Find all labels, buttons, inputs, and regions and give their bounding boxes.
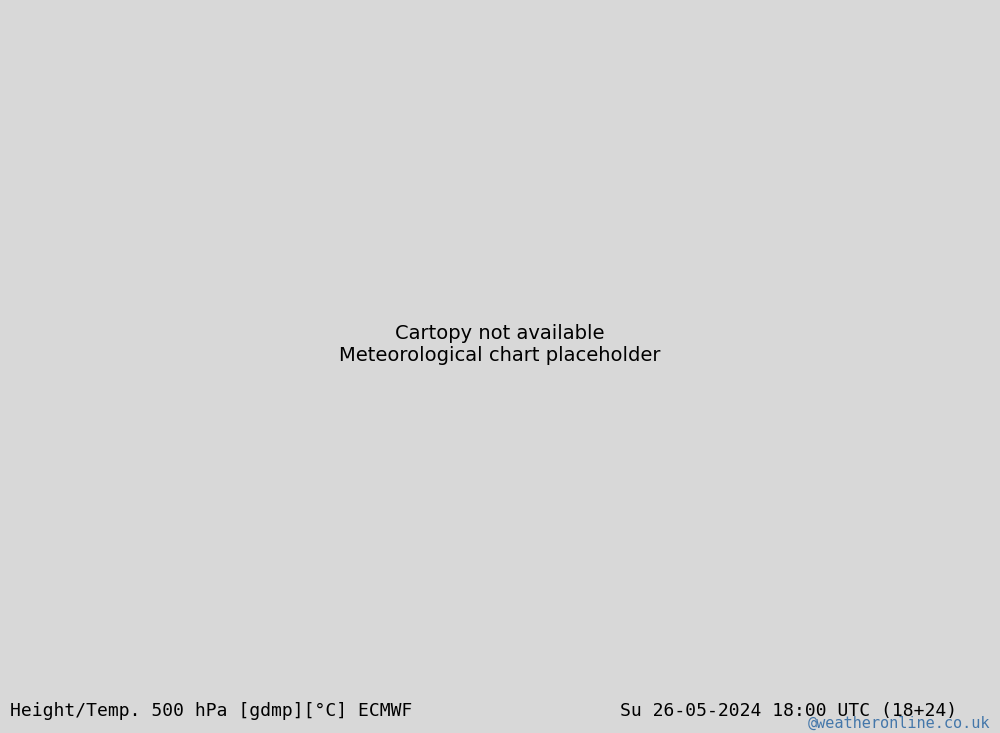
Text: Cartopy not available
Meteorological chart placeholder: Cartopy not available Meteorological cha… [339, 324, 661, 365]
Text: Su 26-05-2024 18:00 UTC (18+24): Su 26-05-2024 18:00 UTC (18+24) [620, 702, 957, 720]
Text: @weatheronline.co.uk: @weatheronline.co.uk [808, 716, 990, 731]
Text: Height/Temp. 500 hPa [gdmp][°C] ECMWF: Height/Temp. 500 hPa [gdmp][°C] ECMWF [10, 702, 412, 720]
